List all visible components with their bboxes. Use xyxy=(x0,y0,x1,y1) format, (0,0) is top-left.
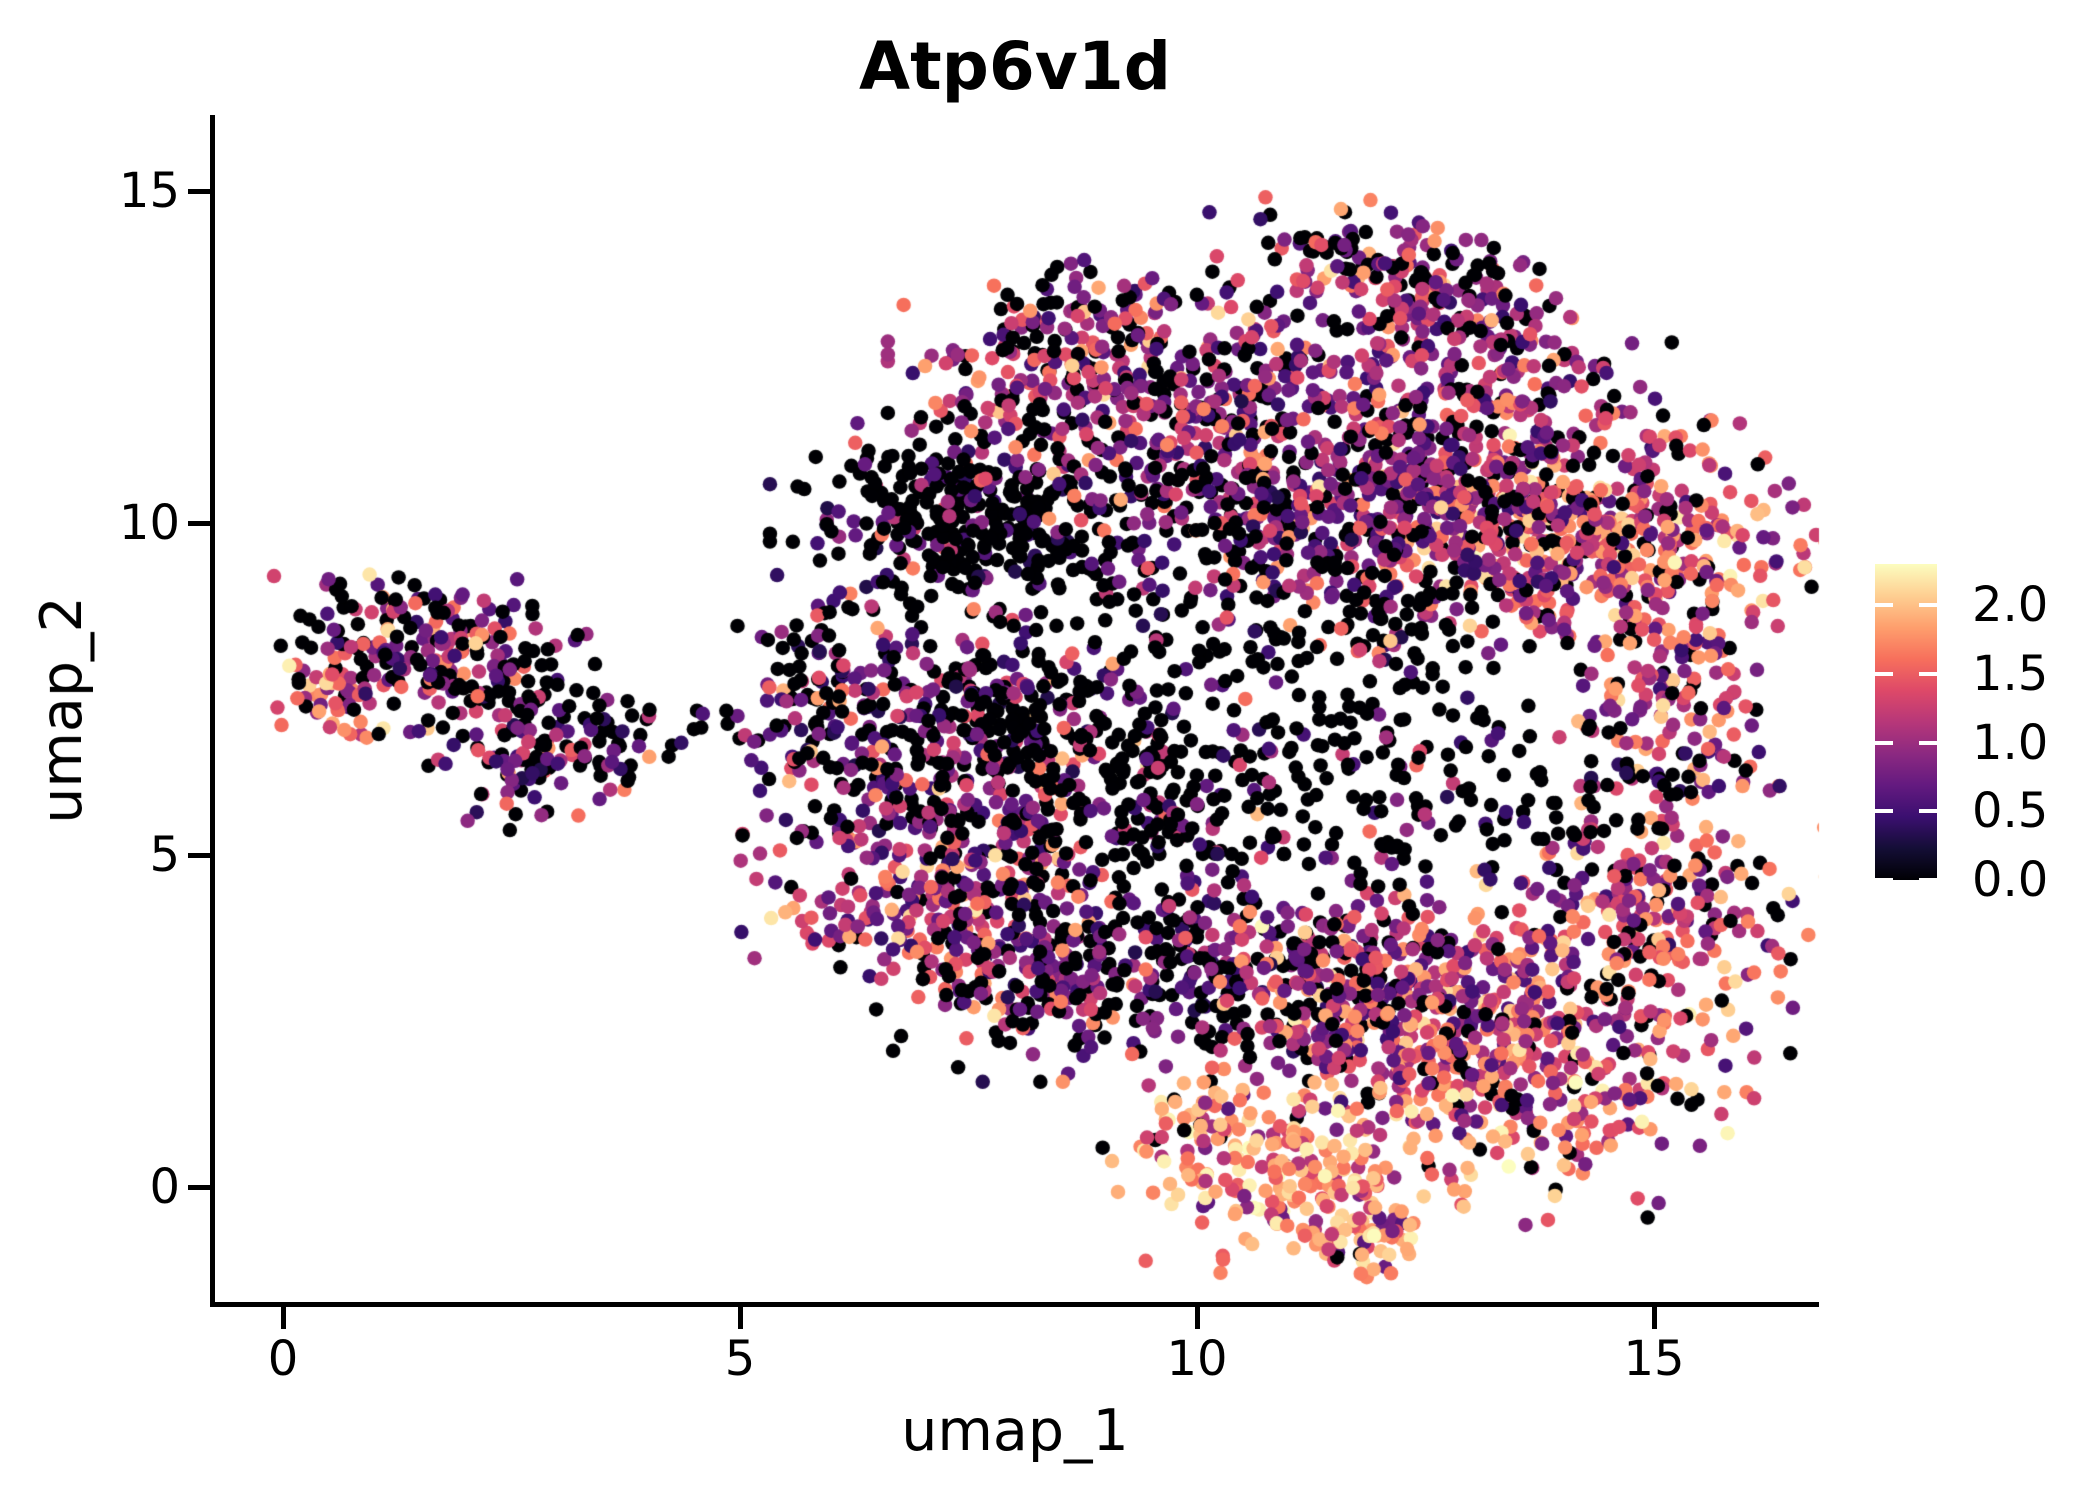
x-tick-mark xyxy=(1194,1307,1200,1329)
y-tick-mark xyxy=(188,852,210,858)
colorbar-tick-mark xyxy=(1919,603,1937,608)
colorbar-tick-label: 1.0 xyxy=(1972,714,2049,771)
y-tick-mark xyxy=(188,188,210,194)
x-tick-label: 15 xyxy=(1623,1331,1685,1387)
y-tick-label: 0 xyxy=(149,1159,180,1215)
y-tick-mark xyxy=(188,1184,210,1190)
y-axis-title: umap_2 xyxy=(29,596,95,824)
x-tick-mark xyxy=(737,1307,743,1329)
colorbar-tick-label: 1.5 xyxy=(1972,645,2049,702)
y-axis-line xyxy=(210,115,215,1307)
y-tick-label: 10 xyxy=(118,495,180,551)
plot-title: Atp6v1d xyxy=(859,28,1171,105)
x-tick-mark xyxy=(280,1307,286,1329)
x-axis-line xyxy=(210,1302,1819,1307)
colorbar-tick-label: 0.0 xyxy=(1972,852,2049,908)
x-tick-label: 0 xyxy=(267,1331,299,1387)
x-tick-label: 5 xyxy=(724,1331,756,1387)
colorbar-tick-mark xyxy=(1919,809,1937,814)
colorbar-tick-mark xyxy=(1919,740,1937,745)
y-tick-mark xyxy=(188,520,210,526)
colorbar-tick-label: 0.5 xyxy=(1972,783,2049,840)
colorbar-tick-mark xyxy=(1919,671,1937,676)
colorbar-tick-mark xyxy=(1875,603,1893,608)
x-tick-mark xyxy=(1651,1307,1657,1329)
y-tick-label: 5 xyxy=(149,827,180,883)
colorbar-tick-mark xyxy=(1875,740,1893,745)
colorbar-tick-mark xyxy=(1919,878,1937,882)
colorbar-tick-label: 2.0 xyxy=(1972,577,2049,634)
y-tick-label: 15 xyxy=(118,163,180,219)
x-tick-label: 10 xyxy=(1166,1331,1228,1387)
colorbar-tick-mark xyxy=(1875,671,1893,676)
colorbar-tick-mark xyxy=(1875,809,1893,814)
colorbar-gradient xyxy=(1875,564,1937,880)
colorbar-tick-mark xyxy=(1875,878,1893,882)
x-axis-title: umap_1 xyxy=(901,1398,1129,1464)
